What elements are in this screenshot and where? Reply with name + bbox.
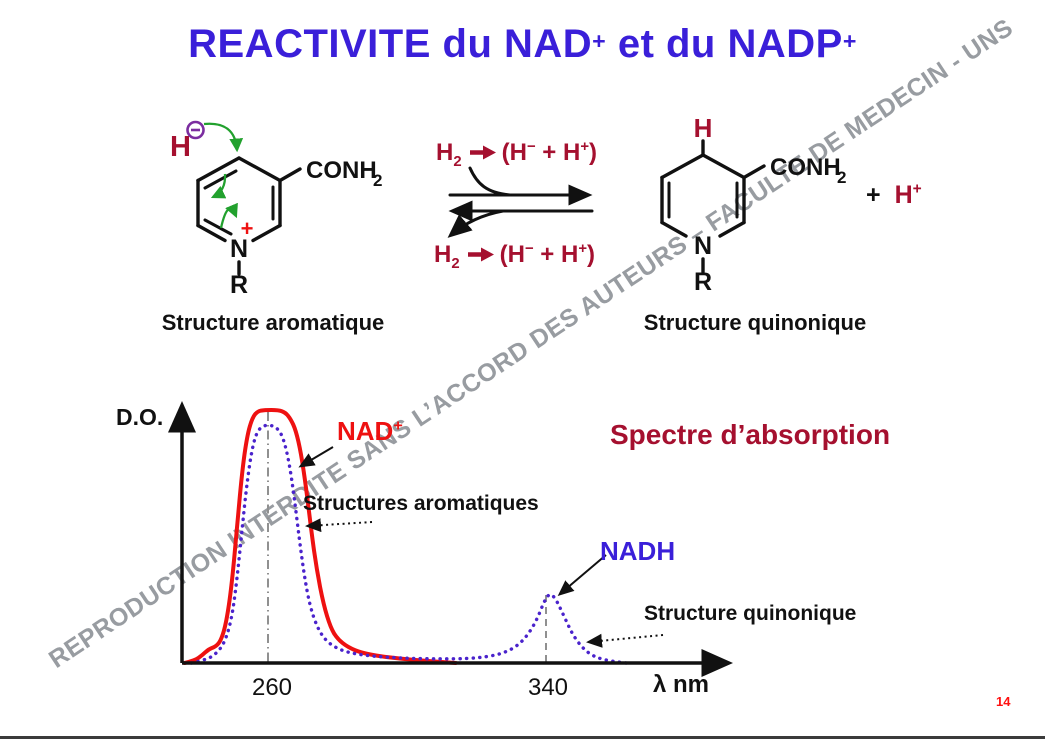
- ring-bond: [196, 156, 241, 183]
- eq-lhs: (H: [501, 139, 527, 166]
- x-tick-340: 340: [527, 674, 569, 701]
- eq-rhs: ): [587, 241, 596, 268]
- nad-sup: +: [393, 416, 403, 435]
- ring-bond: [718, 220, 746, 238]
- eq-h2: H: [436, 139, 454, 166]
- curve-NADH: [189, 423, 628, 665]
- quinonic-pointer-arrow: [586, 633, 664, 648]
- plus-sign: +: [866, 181, 881, 210]
- ring-nitrogen-label: N: [230, 235, 248, 263]
- eq-minus-sup: −: [524, 241, 534, 257]
- aromatic-structure-caption: Structure aromatique: [161, 310, 385, 335]
- ring-bond: [251, 223, 282, 243]
- eq-rhs: ): [589, 139, 598, 166]
- amide-bond: [742, 164, 766, 180]
- eq-mid: + H: [535, 139, 581, 166]
- bottom-divider: [0, 736, 1045, 739]
- hydrogen-equation-top: H2 (H− + H+): [436, 139, 597, 170]
- double-bond-inner: [203, 218, 233, 236]
- aromatic-annotation: Structures aromatiques: [303, 492, 539, 515]
- quinonic-structure-drawing: H N R CONH 2: [660, 113, 846, 296]
- green-curved-arrow-icon: [203, 122, 244, 153]
- ring-bond: [701, 153, 746, 180]
- hydrogen-equation-bottom: H2 (H− + H+): [434, 241, 595, 272]
- title-sup2: +: [842, 27, 857, 54]
- nadh-pointer-arrow: [557, 554, 607, 596]
- eq-lhs: (H: [499, 241, 525, 268]
- nad-curve-label: NAD+: [337, 416, 403, 447]
- spectrum-title: Spectre d’absorption: [610, 419, 891, 450]
- nad-pointer-arrow: [298, 446, 334, 468]
- released-proton: + H+: [866, 181, 922, 210]
- eq-plus-sup: +: [578, 241, 588, 257]
- absorption-spectrum-plot: [168, 401, 733, 677]
- added-hydrogen-label: H: [694, 113, 713, 143]
- pyridinium-ring: [196, 156, 302, 276]
- branch-in-curve: [468, 166, 512, 197]
- amide-subscript: 2: [373, 171, 382, 190]
- aromatic-pointer-arrow: [305, 518, 373, 533]
- hydride-h-label: H: [170, 131, 191, 163]
- heavy-right-arrow-icon: [469, 145, 496, 160]
- dihydropyridine-ring: [660, 139, 766, 274]
- electron-movement-arrows: [203, 122, 244, 229]
- ring-bond: [196, 223, 227, 243]
- title-part1: REACTIVITE du NAD: [188, 22, 593, 66]
- proton-label: H+: [895, 181, 922, 209]
- circled-minus-icon: [186, 120, 205, 140]
- curve-NAD+: [182, 407, 458, 665]
- branch-out-curve: [447, 209, 505, 238]
- title-sup1: +: [592, 27, 607, 54]
- nadh-curve-label: NADH: [600, 536, 676, 566]
- x-axis-label: λ nm: [653, 671, 710, 698]
- amide-subscript: 2: [837, 168, 846, 187]
- title-part2: et du NADP: [606, 22, 843, 66]
- amide-label: CONH: [306, 157, 377, 184]
- ring-bond: [660, 153, 705, 180]
- amide-bond: [278, 167, 302, 183]
- proton-sup: +: [912, 181, 922, 198]
- eq-minus-sup: −: [526, 139, 536, 155]
- equilibrium-arrows: [447, 166, 594, 238]
- slide-title: REACTIVITE du NAD+ et du NADP+: [0, 22, 1045, 67]
- proton-h: H: [894, 181, 913, 210]
- r-group-label: R: [230, 271, 248, 299]
- nad-text: NAD: [337, 416, 394, 446]
- green-curved-arrow-icon: [210, 173, 227, 199]
- ring-bond: [237, 156, 282, 183]
- r-group-label: R: [694, 268, 712, 296]
- page-number: 14: [996, 694, 1011, 709]
- x-tick-260: 260: [251, 674, 293, 701]
- green-curved-arrow-icon: [219, 202, 238, 229]
- eq-h2-sub: 2: [453, 153, 462, 170]
- ring-nitrogen-label: N: [694, 232, 712, 260]
- ring-bond: [660, 220, 688, 238]
- spectrum-curves: [182, 407, 628, 665]
- aromatic-structure-drawing: N + R CONH 2 H: [170, 120, 382, 299]
- eq-h2-sub: 2: [451, 255, 460, 272]
- quinonic-annotation: Structure quinonique: [644, 602, 857, 625]
- heavy-right-arrow-icon: [467, 247, 494, 262]
- eq-plus-sup: +: [580, 139, 590, 155]
- quinonic-structure-caption: Structure quinonique: [643, 310, 867, 335]
- y-axis-label: D.O.: [116, 404, 164, 430]
- amide-label: CONH: [770, 154, 841, 181]
- double-bond-inner: [203, 169, 238, 190]
- eq-h2: H: [434, 241, 452, 268]
- eq-mid: + H: [533, 241, 579, 268]
- nitrogen-positive-charge: +: [241, 216, 254, 241]
